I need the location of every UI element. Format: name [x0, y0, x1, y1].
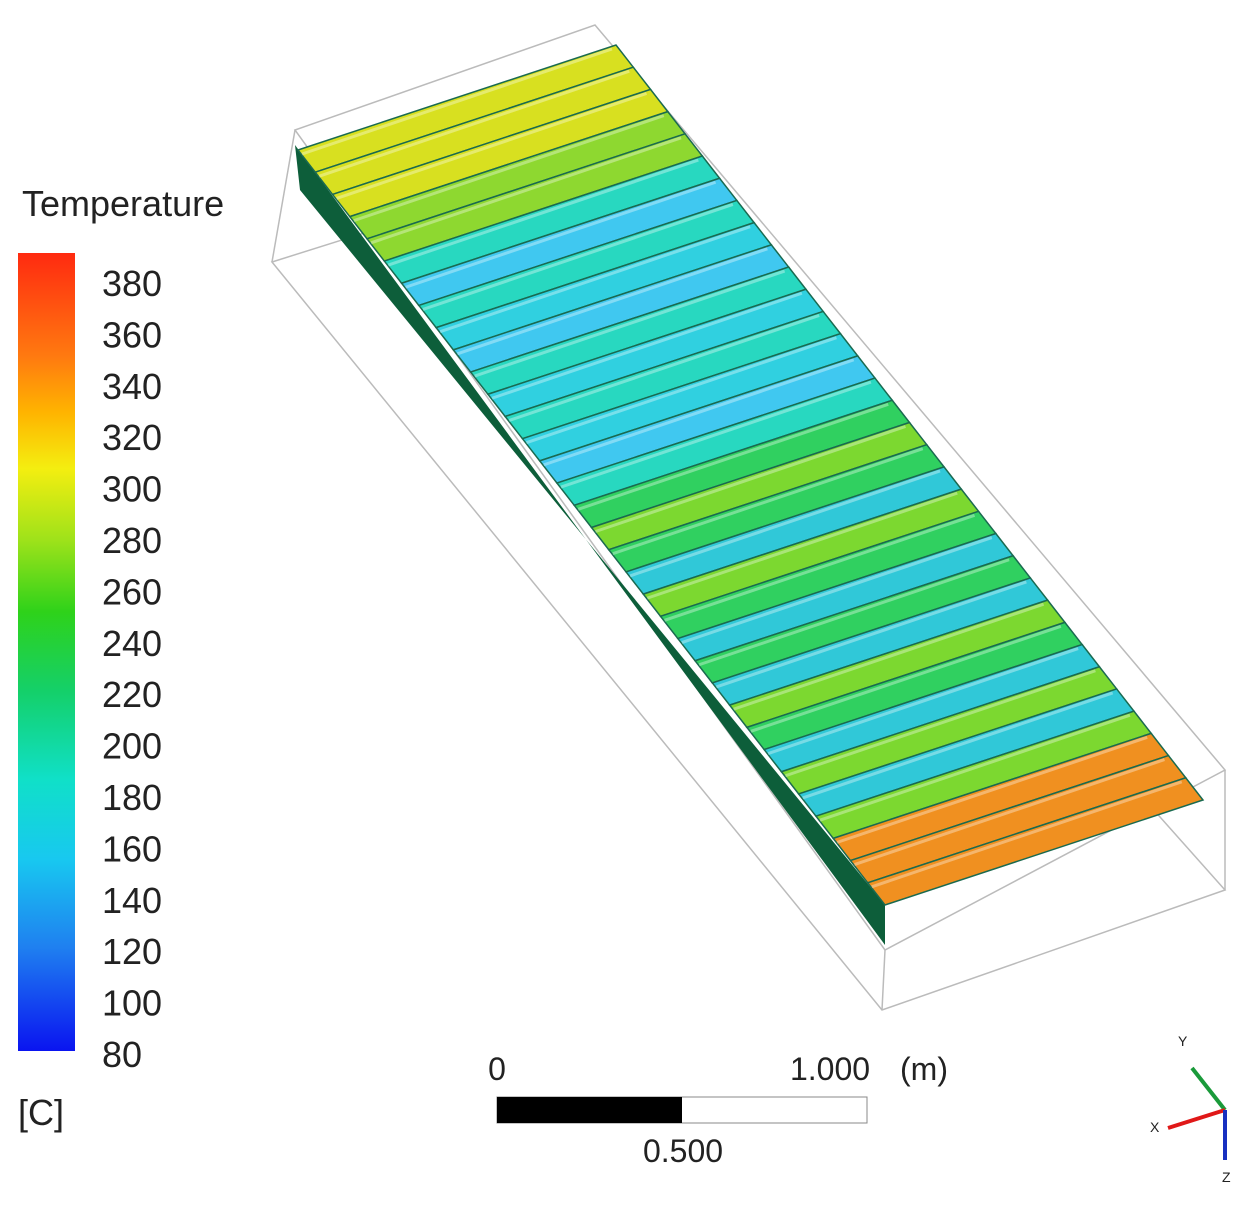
legend-tick-label: 80 — [102, 1034, 142, 1075]
rib-highlight — [871, 780, 1183, 889]
scale-mid: 0.500 — [643, 1133, 723, 1169]
rib-highlight — [646, 491, 958, 600]
rib-highlight — [491, 291, 803, 400]
scale-end: 1.000 — [790, 1051, 870, 1087]
rib-highlight — [698, 558, 1010, 667]
legend-title: Temperature — [22, 183, 224, 224]
legend-tick-label: 380 — [102, 263, 162, 304]
rib-highlight — [525, 336, 837, 445]
rib-highlight — [802, 691, 1114, 800]
rib-highlight — [456, 247, 768, 356]
scale-start: 0 — [488, 1051, 506, 1087]
rib-highlight — [836, 735, 1148, 844]
color-bar — [18, 253, 75, 1051]
rib-highlight — [560, 380, 872, 489]
legend-tick-label: 100 — [102, 983, 162, 1024]
rib-highlight — [353, 114, 665, 223]
rib-highlight — [508, 314, 820, 422]
legend-tick-label: 200 — [102, 726, 162, 767]
rib-highlight — [405, 180, 717, 289]
slab — [295, 44, 1205, 945]
rib-highlight — [474, 269, 786, 378]
scale-unit: (m) — [900, 1051, 948, 1087]
rib-highlight — [422, 203, 734, 311]
legend-tick-label: 280 — [102, 520, 162, 561]
rib-highlight — [387, 158, 699, 267]
legend-tick-label: 140 — [102, 880, 162, 921]
triad-x: X — [1150, 1119, 1160, 1135]
legend-tick-label: 340 — [102, 366, 162, 407]
legend-ticks: 380 360 340 320 300 280 260 240 220 200 180 160 140 1… — [102, 263, 162, 1075]
legend-tick-label: 360 — [102, 314, 162, 355]
rib-highlight — [595, 425, 906, 533]
rib-highlight — [819, 713, 1131, 822]
rib-highlight — [681, 536, 993, 644]
legend-unit: [C] — [18, 1092, 64, 1133]
axis-triad — [1167, 1066, 1227, 1160]
legend-tick-label: 300 — [102, 469, 162, 510]
rib-highlight — [370, 136, 682, 245]
legend-tick-label: 240 — [102, 623, 162, 664]
triad-z: Z — [1222, 1169, 1231, 1185]
rib-highlight — [439, 225, 751, 334]
rib-highlight — [767, 647, 1079, 755]
rib-highlight — [318, 69, 630, 178]
rib-highlight — [612, 447, 924, 556]
triad-y: Y — [1178, 1033, 1188, 1049]
legend-tick-label: 260 — [102, 571, 162, 612]
rib-highlight — [664, 513, 976, 622]
rib-highlight — [750, 624, 1062, 733]
legend-tick-label: 220 — [102, 674, 162, 715]
legend-tick-label: 180 — [102, 777, 162, 818]
side-face — [295, 145, 885, 945]
rib-highlight — [577, 402, 889, 511]
rib — [866, 776, 1205, 906]
scale-bar-half — [497, 1097, 682, 1123]
rib-highlight — [543, 358, 855, 467]
rib-highlight — [733, 602, 1045, 711]
legend-tick-label: 120 — [102, 931, 162, 972]
legend-tick-label: 160 — [102, 828, 162, 869]
rib-highlight — [853, 758, 1165, 867]
rib-highlight — [629, 469, 941, 578]
legend-tick-label: 320 — [102, 417, 162, 458]
rib-highlight — [784, 669, 1096, 778]
rib-highlight — [715, 580, 1027, 689]
rib-highlight — [301, 47, 613, 156]
rib-highlight — [336, 91, 648, 200]
